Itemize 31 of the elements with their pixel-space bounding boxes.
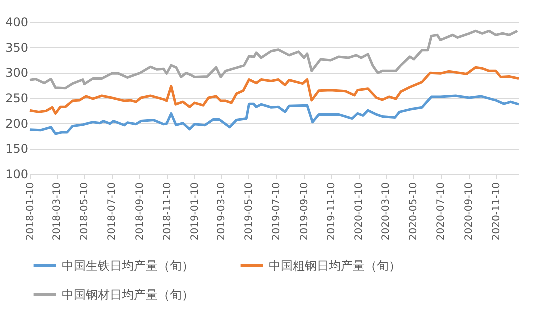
legend-label: 中国粗钢日均产量（旬） — [269, 259, 401, 273]
line-series — [28, 94, 520, 136]
x-tick-label: 2019-11-10 — [326, 182, 338, 241]
line-series — [28, 30, 519, 90]
y-tick-label: 350 — [6, 40, 28, 55]
x-tick-label: 2020-11-10 — [492, 182, 503, 241]
x-tick-label: 2018-09-10 — [134, 182, 146, 241]
x-tick-label: 2020-01-10 — [354, 182, 366, 241]
legend-label: 中国钢材日均产量（旬） — [62, 288, 194, 302]
x-tick-label: 2018-11-10 — [162, 182, 174, 241]
y-tick-label: 250 — [6, 92, 28, 106]
y-tick-label: 200 — [6, 116, 28, 131]
x-tick-label: 2019-07-10 — [271, 182, 282, 241]
x-tick-label: 2019-09-10 — [299, 182, 310, 241]
x-tick-label: 2020-09-10 — [464, 182, 476, 241]
x-tick-label: 2020-05-10 — [408, 182, 420, 241]
x-tick-label: 2018-01-10 — [26, 182, 36, 241]
x-tick-label: 2019-01-10 — [190, 182, 201, 241]
y-tick-label: 400 — [6, 16, 28, 30]
legend-label: 中国生铁日均产量（旬） — [62, 259, 194, 273]
x-tick-label: 2020-07-10 — [436, 182, 448, 241]
y-tick-label: 300 — [6, 66, 28, 80]
x-tick-label: 2019-05-10 — [244, 182, 255, 241]
x-tick-label: 2018-07-10 — [107, 182, 118, 241]
y-tick-label: 100 — [6, 168, 28, 182]
x-tick-label: 2018-05-10 — [80, 182, 91, 241]
x-tick-label: 2020-03-10 — [381, 182, 392, 241]
x-tick-label: 2019-03-10 — [216, 182, 228, 241]
y-tick-label: 150 — [6, 142, 28, 156]
x-tick-label: 2018-03-10 — [52, 182, 64, 241]
line-series — [28, 66, 520, 115]
